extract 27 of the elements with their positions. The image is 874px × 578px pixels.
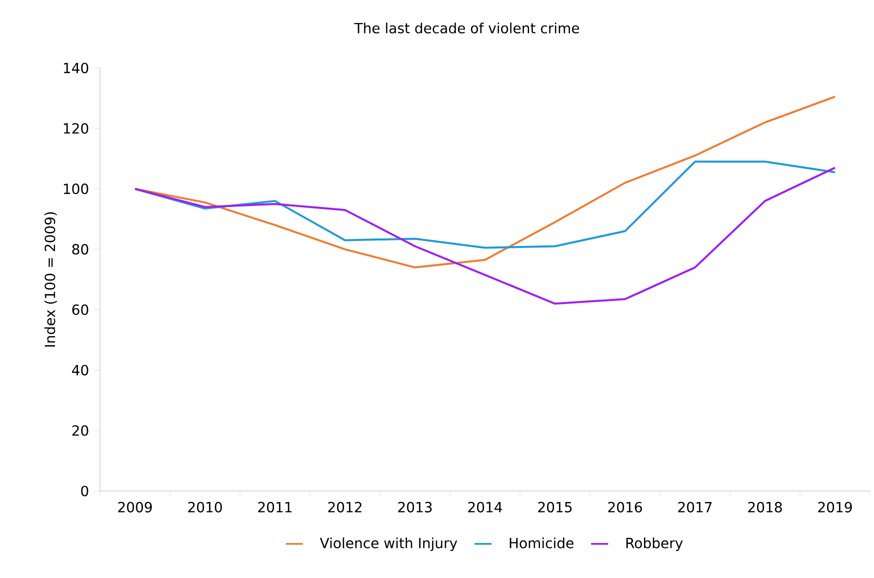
y-tick-label: 140 [64, 62, 88, 74]
legend-label: Violence with Injury [320, 538, 458, 552]
x-tick-label: 2011 [258, 502, 292, 512]
x-tick-label: 2017 [678, 502, 712, 512]
y-tick-label: 60 [72, 304, 88, 316]
line-series [134, 160, 836, 249]
x-tick-label: 2009 [118, 502, 152, 512]
y-axis-title: Index (100 = 2009) [44, 212, 57, 347]
x-tick-label: 2012 [328, 502, 362, 512]
y-tick-label: 0 [81, 486, 88, 496]
legend-label: Homicide [510, 538, 574, 548]
y-tick-label: 120 [64, 123, 88, 134]
y-tick-label: 40 [72, 364, 88, 376]
x-tick-label: 2013 [398, 502, 432, 512]
line-series [134, 96, 836, 268]
line-series [134, 166, 836, 305]
chart-title: The last decade of violent crime [354, 22, 580, 34]
x-tick-label: 2015 [538, 502, 572, 512]
y-tick-label: 20 [72, 425, 88, 436]
legend-label: Robbery [626, 538, 683, 552]
y-tick-label: 80 [72, 244, 88, 255]
x-tick-label: 2019 [818, 502, 852, 512]
x-tick-label: 2016 [608, 502, 642, 512]
y-tick-label: 100 [64, 184, 88, 194]
x-tick-label: 2010 [188, 502, 222, 512]
x-tick-label: 2018 [748, 502, 782, 512]
x-tick-label: 2014 [468, 502, 502, 512]
